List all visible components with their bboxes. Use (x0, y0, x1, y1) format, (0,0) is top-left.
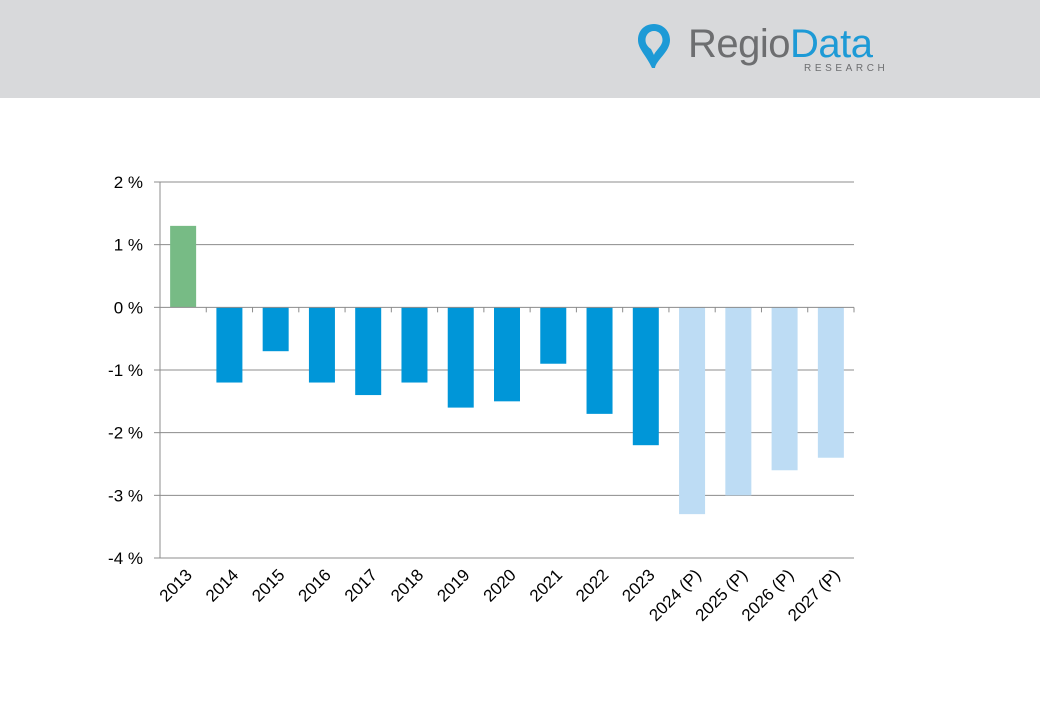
bar (216, 307, 243, 383)
x-tick-label: 2018 (387, 565, 427, 605)
y-tick-label: -1 % (108, 361, 143, 380)
y-tick-label: -3 % (108, 486, 143, 505)
y-tick-label: -4 % (108, 549, 143, 568)
bar (632, 307, 659, 446)
bar (401, 307, 428, 383)
x-tick-label: 2020 (480, 565, 520, 605)
bars (170, 225, 844, 515)
bar (262, 307, 289, 352)
bar (586, 307, 613, 414)
bar (447, 307, 474, 408)
y-tick-label: 2 % (114, 173, 143, 192)
bar (679, 307, 706, 515)
bar (355, 307, 382, 396)
x-tick-label: 2017 (341, 565, 381, 605)
bar (771, 307, 798, 471)
bar (817, 307, 844, 458)
chart-canvas: 2 %1 %0 %-1 %-2 %-3 %-4 % 2013 2014 2015 20… (108, 173, 855, 625)
x-tick-label: 2027 (P) (784, 565, 844, 625)
y-tick-label: -2 % (108, 424, 143, 443)
x-tick-label: 2021 (526, 565, 566, 605)
axes (154, 181, 855, 559)
bar (308, 307, 335, 383)
y-tick-label: 0 % (114, 298, 143, 317)
bar (170, 225, 197, 308)
logo-name-part1: Regio (688, 22, 791, 66)
map-pin-icon (638, 24, 670, 68)
bar (725, 307, 752, 496)
x-tick-label: 2016 (295, 565, 335, 605)
header-bar: RegioData RESEARCH (0, 0, 1040, 98)
x-tick-label: 2014 (202, 565, 242, 605)
x-tick-labels: 2013 2014 2015 2016 2017 2018 2019 2020 2021 2022… (156, 565, 844, 625)
x-tick-label: 2023 (618, 565, 658, 605)
regiodata-logo: RegioData RESEARCH (636, 20, 906, 80)
x-tick-label: 2022 (572, 565, 612, 605)
logo-name-part2: Data (790, 22, 873, 66)
logo-wordmark: RegioData (688, 20, 873, 68)
bar (494, 307, 520, 402)
x-tick-label: 2019 (433, 565, 473, 605)
logo-subtitle: RESEARCH (804, 63, 889, 74)
x-tick-label: 2013 (156, 565, 196, 605)
y-tick-labels: 2 % 1 % 0 % -1 % -2 % -3 % -4 % (108, 173, 143, 568)
y-tick-label: 1 % (114, 236, 143, 255)
x-tick-label: 2015 (248, 565, 288, 605)
bar-chart: 2 % 1 % 0 % -1 % -2 % -3 % -4 % 2013 2014 2015 20… (0, 98, 1040, 720)
bar (540, 307, 567, 364)
